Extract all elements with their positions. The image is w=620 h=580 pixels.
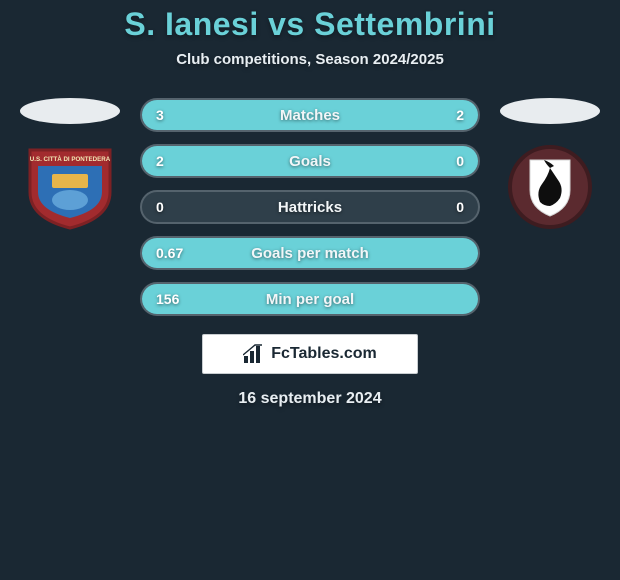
stat-row: 2Goals0	[140, 144, 480, 178]
stat-value-right: 0	[456, 199, 464, 215]
bars-icon	[243, 344, 265, 364]
player-right-placeholder	[500, 98, 600, 124]
comparison-main: U.S. CITTÀ DI PONTEDERA 3Matches22Goals0…	[0, 98, 620, 316]
shield-icon: U.S. CITTÀ DI PONTEDERA	[22, 144, 118, 230]
brand-text: FcTables.com	[271, 345, 377, 363]
brand-box[interactable]: FcTables.com	[202, 334, 418, 374]
page-title: S. Ianesi vs Settembrini	[0, 6, 620, 43]
right-side	[500, 98, 600, 230]
footer: FcTables.com 16 september 2024	[0, 334, 620, 408]
stat-label: Min per goal	[142, 291, 478, 308]
svg-text:U.S. CITTÀ DI PONTEDERA: U.S. CITTÀ DI PONTEDERA	[30, 156, 111, 163]
player-left-placeholder	[20, 98, 120, 124]
left-side: U.S. CITTÀ DI PONTEDERA	[20, 98, 120, 230]
club-crest-icon	[502, 144, 598, 230]
page-subtitle: Club competitions, Season 2024/2025	[0, 51, 620, 68]
stat-row: 0Hattricks0	[140, 190, 480, 224]
stat-label: Goals	[142, 153, 478, 170]
stat-row: 0.67Goals per match	[140, 236, 480, 270]
arezzo-badge	[502, 144, 598, 230]
date-text: 16 september 2024	[238, 390, 381, 408]
us-citta-di-pontedera-badge: U.S. CITTÀ DI PONTEDERA	[22, 144, 118, 230]
stat-label: Goals per match	[142, 245, 478, 262]
stat-label: Matches	[142, 107, 478, 124]
stat-bars: 3Matches22Goals00Hattricks00.67Goals per…	[140, 98, 480, 316]
stat-row: 156Min per goal	[140, 282, 480, 316]
stat-row: 3Matches2	[140, 98, 480, 132]
stat-value-right: 2	[456, 107, 464, 123]
stat-value-right: 0	[456, 153, 464, 169]
stat-label: Hattricks	[142, 199, 478, 216]
